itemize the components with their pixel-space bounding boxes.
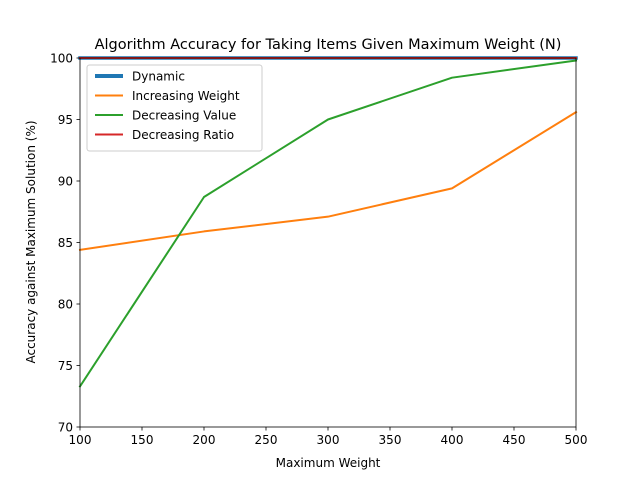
legend-label: Decreasing Ratio bbox=[132, 128, 234, 142]
series-line-increasing-weight bbox=[78, 110, 578, 252]
y-tick-label: 75 bbox=[58, 359, 73, 373]
x-tick-label: 200 bbox=[193, 433, 216, 447]
y-tick-label: 80 bbox=[58, 298, 73, 312]
legend-label: Increasing Weight bbox=[132, 89, 240, 103]
x-tick-label: 400 bbox=[441, 433, 464, 447]
x-tick-label: 100 bbox=[69, 433, 92, 447]
y-tick-label: 85 bbox=[58, 236, 73, 250]
x-tick-label: 300 bbox=[317, 433, 340, 447]
legend: Dynamic Increasing Weight Decreasing Value… bbox=[86, 64, 263, 152]
y-tick-label: 100 bbox=[50, 52, 73, 66]
y-tick-label: 70 bbox=[58, 421, 73, 435]
axes-layer: 100 150 200 250 300 350 400 450 500 70 75 80 85 90 95 1… bbox=[50, 52, 587, 448]
x-axis-label: Maximum Weight bbox=[276, 456, 381, 470]
y-axis-label: Accuracy against Maximum Solution (%) bbox=[24, 120, 38, 363]
chart-title: Algorithm Accuracy for Taking Items Give… bbox=[95, 37, 562, 53]
y-tick-label: 95 bbox=[58, 113, 73, 127]
x-tick-label: 150 bbox=[131, 433, 154, 447]
legend-box bbox=[86, 64, 263, 152]
x-tick-label: 500 bbox=[565, 433, 588, 447]
legend-label: Decreasing Value bbox=[132, 109, 236, 123]
series-line-decreasing-value bbox=[78, 59, 578, 388]
y-tick-label: 90 bbox=[58, 175, 73, 189]
x-tick-label: 450 bbox=[503, 433, 526, 447]
legend-label: Dynamic bbox=[132, 70, 185, 84]
x-tick-label: 350 bbox=[379, 433, 402, 447]
x-tick-label: 250 bbox=[255, 433, 278, 447]
